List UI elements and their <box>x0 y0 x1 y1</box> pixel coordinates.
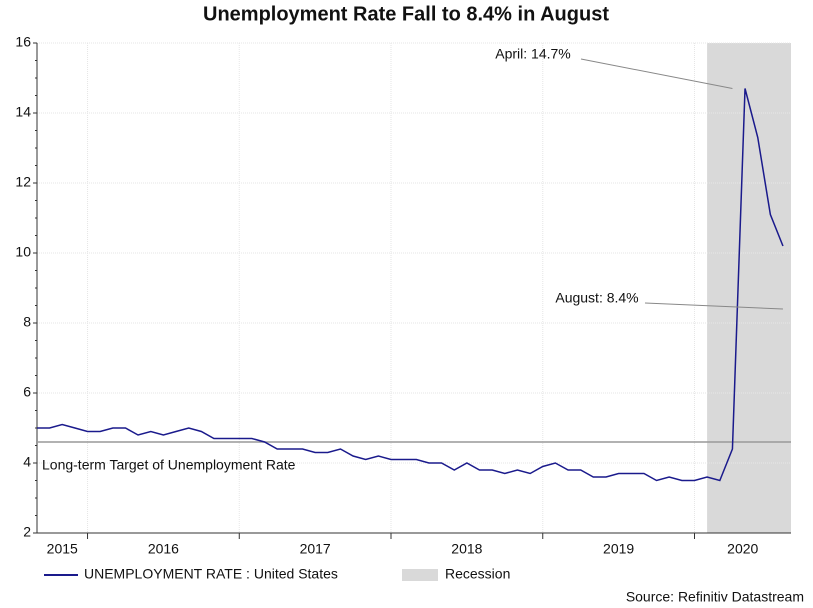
annotation: April: 14.7% <box>495 46 570 62</box>
x-tick-label: 2020 <box>727 541 758 557</box>
annotation-leader <box>580 58 733 89</box>
source: Source: Refinitiv Datastream <box>626 589 804 605</box>
y-tick-label: 16 <box>15 34 31 50</box>
x-tick-label: 2016 <box>148 541 179 557</box>
chart-title: Unemployment Rate Fall to 8.4% in August <box>203 3 609 25</box>
series-line <box>37 88 784 482</box>
x-tick-label: 2017 <box>300 541 331 557</box>
y-tick-label: 8 <box>23 314 31 330</box>
legend-label: Recession <box>445 566 510 582</box>
x-tick-label: 2015 <box>47 541 78 557</box>
recession-band <box>707 43 791 533</box>
x-tick-label: 2018 <box>451 541 482 557</box>
y-tick-label: 10 <box>15 244 31 260</box>
y-tick-label: 2 <box>23 524 31 540</box>
legend-label: UNEMPLOYMENT RATE : United States <box>84 566 338 582</box>
x-tick-label: 2019 <box>603 541 634 557</box>
annotation-leader <box>644 302 783 310</box>
annotation: August: 8.4% <box>555 290 638 306</box>
y-tick-label: 6 <box>23 384 31 400</box>
y-tick-label: 4 <box>23 454 31 470</box>
y-tick-label: 14 <box>15 104 31 120</box>
y-tick-label: 12 <box>15 174 31 190</box>
target-label: Long-term Target of Unemployment Rate <box>42 457 296 473</box>
legend-swatch <box>402 569 438 581</box>
